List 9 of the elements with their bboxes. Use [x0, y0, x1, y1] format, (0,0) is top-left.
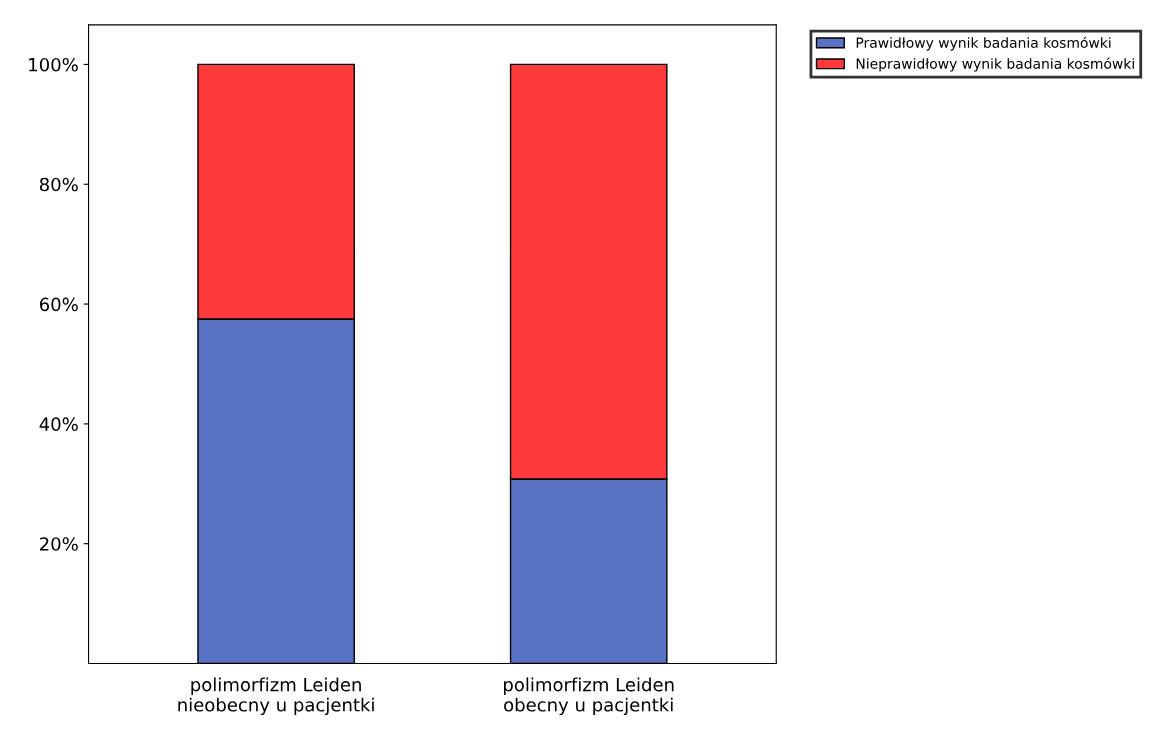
x-tick-label: polimorfizm Leiden nieobecny u pacjentki: [178, 677, 374, 716]
y-tick-label: 20%: [40, 537, 78, 551]
y-tick-label: 60%: [39, 297, 78, 312]
legend-label: Nieprawidłowy wynik badania kosmówki: [856, 57, 1134, 72]
y-tick-label: 100%: [29, 57, 78, 72]
y-tick-label: 80%: [39, 177, 78, 192]
x-tick-label: polimorfizm Leiden obecny u pacjentki: [504, 677, 674, 716]
y-tick-label: 40%: [39, 417, 78, 431]
legend-label: Prawidłowy wynik badania kosmówki: [856, 36, 1111, 51]
